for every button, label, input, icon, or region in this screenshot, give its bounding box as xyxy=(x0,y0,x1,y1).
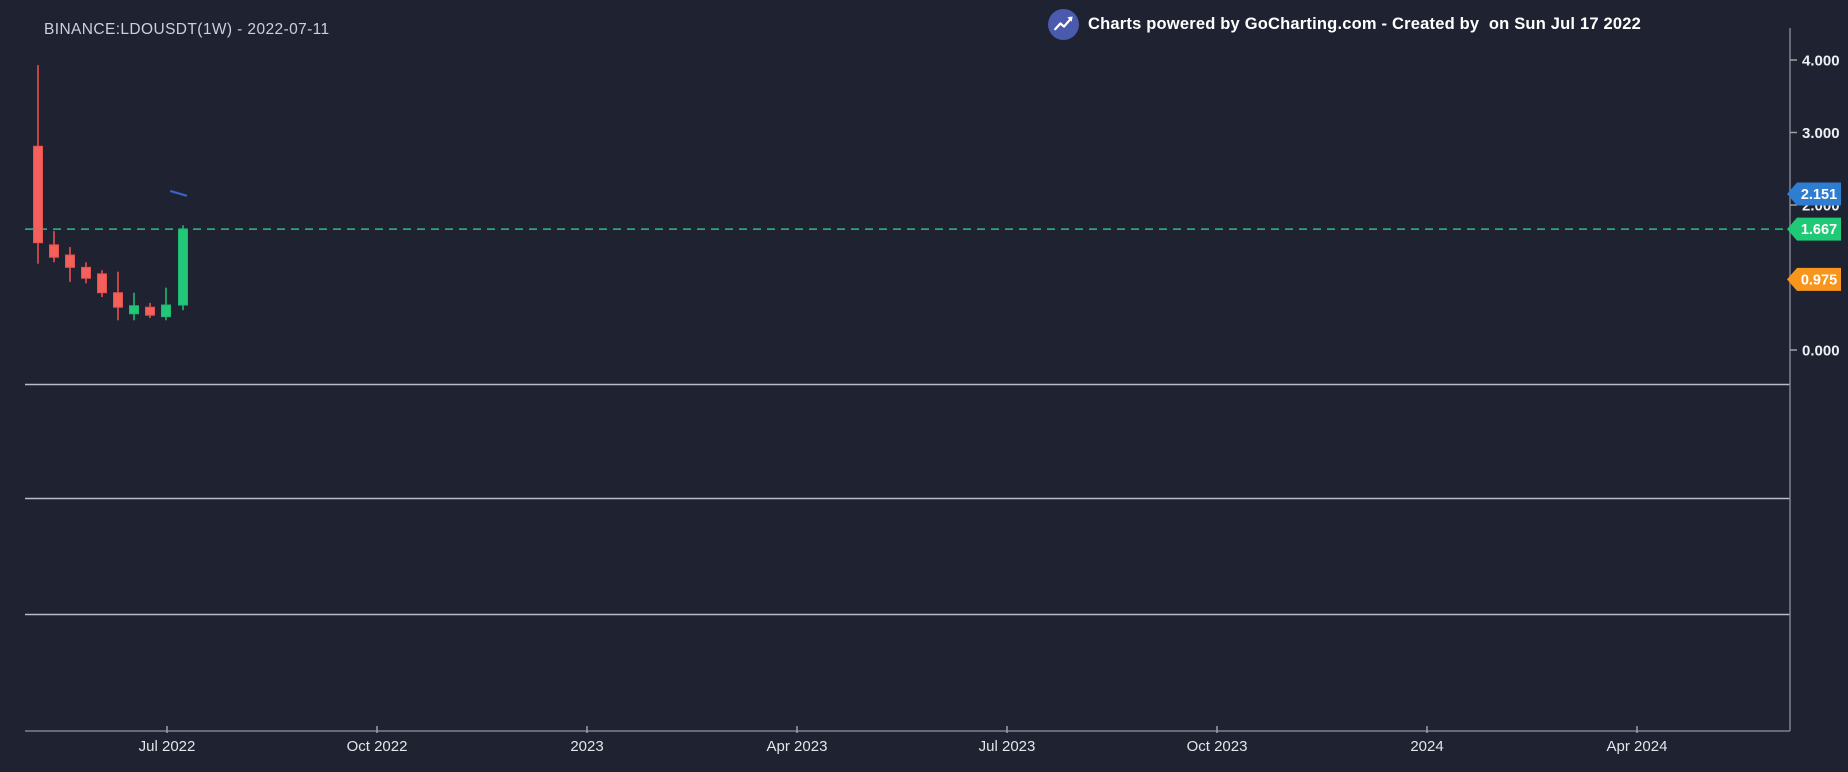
candle-body xyxy=(49,244,59,258)
indicator-price-badge-blue-label: 2.151 xyxy=(1801,187,1837,203)
x-axis-label: Oct 2022 xyxy=(347,738,408,755)
trend-up-icon xyxy=(1048,9,1079,40)
indicator-price-badge-orange-label: 0.975 xyxy=(1801,272,1837,288)
y-axis-label: 4.000 xyxy=(1802,52,1840,69)
x-axis-label: Apr 2024 xyxy=(1607,738,1668,755)
brand-text: Charts powered by GoCharting.com - Creat… xyxy=(1088,15,1642,33)
x-axis-label: 2024 xyxy=(1410,738,1443,755)
x-axis-label: Apr 2023 xyxy=(767,738,828,755)
x-axis-label: 2023 xyxy=(570,738,603,755)
candle-body xyxy=(81,266,91,279)
last-price-badge-label: 1.667 xyxy=(1801,222,1837,238)
indicator-price-badge-orange[interactable] xyxy=(1787,267,1841,291)
x-axis-label: Oct 2023 xyxy=(1187,738,1248,755)
candle-body xyxy=(113,292,123,308)
candle-body xyxy=(65,254,75,268)
candle-body xyxy=(161,304,171,318)
indicator-line-segment xyxy=(169,190,188,197)
x-axis-label: Jul 2023 xyxy=(979,738,1036,755)
brand-watermark: Charts powered by GoCharting.com - Creat… xyxy=(1048,9,1641,40)
candle-body xyxy=(33,145,43,244)
indicator-price-badge-blue[interactable] xyxy=(1787,182,1841,206)
symbol-title: BINANCE:LDOUSDT(1W) - 2022-07-11 xyxy=(44,21,330,38)
y-axis-label: 0.000 xyxy=(1802,342,1840,359)
candle-body xyxy=(97,273,107,294)
y-axis-label: 3.000 xyxy=(1802,125,1840,142)
candle-body xyxy=(178,228,188,306)
candle-body xyxy=(129,305,139,315)
candle-body xyxy=(145,306,155,316)
x-axis-label: Jul 2022 xyxy=(139,738,196,755)
last-price-badge[interactable] xyxy=(1787,217,1841,241)
